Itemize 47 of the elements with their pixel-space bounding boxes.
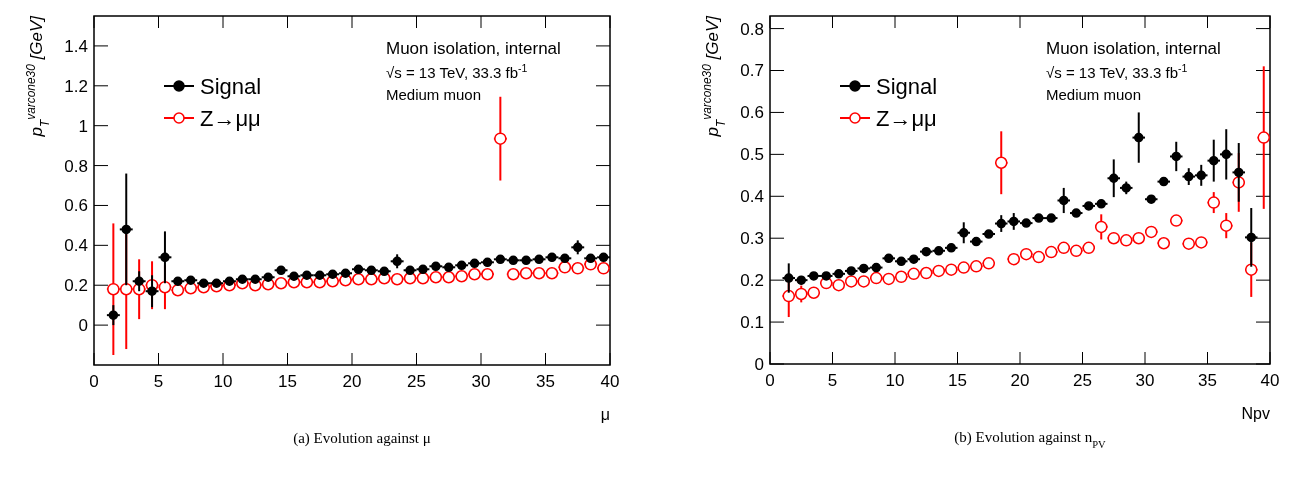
y-tick-label: 0 xyxy=(754,354,764,374)
x-tick-label: 40 xyxy=(1260,371,1280,390)
x-tick-label: 10 xyxy=(885,371,905,390)
x-tick-label: 40 xyxy=(600,372,620,391)
x-tick-label: 30 xyxy=(1135,371,1155,390)
annotation: Muon isolation, internal xyxy=(1046,39,1221,58)
x-tick-label: 10 xyxy=(213,372,233,391)
y-tick-label: 0.8 xyxy=(64,156,88,176)
legend-label: Z→μμ xyxy=(876,105,937,131)
y-tick-label: 0.4 xyxy=(740,187,764,207)
y-tick-label: 0.4 xyxy=(64,236,88,256)
x-tick-label: 15 xyxy=(948,371,967,390)
y-tick-label: 0.8 xyxy=(740,19,764,39)
y-tick-label: 0 xyxy=(78,316,88,336)
x-tick-label: 20 xyxy=(342,372,362,391)
y-tick-label: 0.3 xyxy=(740,229,764,249)
x-tick-label: 15 xyxy=(278,372,297,391)
y-tick-label: 0.6 xyxy=(64,196,88,216)
annotation: Medium muon xyxy=(386,86,482,103)
x-tick-label: 30 xyxy=(471,372,491,391)
annotation: √s = 13 TeV, 33.3 fb$^{-1}$ xyxy=(1046,62,1188,81)
x-tick-label: 25 xyxy=(407,372,426,391)
y-tick-label: 0.6 xyxy=(740,103,764,123)
legend-label: Signal xyxy=(200,73,262,99)
y-tick-label: 0.1 xyxy=(740,313,764,333)
y-tick-label: 0.2 xyxy=(740,271,764,291)
y-tick-label: 0.2 xyxy=(64,276,88,296)
legend-label: Z→μμ xyxy=(200,105,261,131)
y-tick-label: 0.5 xyxy=(740,145,764,165)
legend-label: Signal xyxy=(876,73,938,99)
y-tick-label: 1 xyxy=(78,116,88,136)
annotation: Muon isolation, internal xyxy=(386,39,561,58)
x-tick-label: 5 xyxy=(153,372,164,391)
x-tick-label: 35 xyxy=(536,372,555,391)
text: (b) Evolution against n$_{PV}$ xyxy=(954,429,1107,450)
annotation: √s = 13 TeV, 33.3 fb$^{-1}$ xyxy=(386,62,528,81)
x-axis-title: μ xyxy=(600,406,610,423)
annotation: Medium muon xyxy=(1046,86,1142,103)
x-axis-title: Npv xyxy=(1241,405,1270,422)
x-tick-label: 5 xyxy=(827,371,838,390)
y-tick-label: 1.4 xyxy=(64,36,88,56)
text: (a) Evolution against μ xyxy=(293,430,431,447)
x-tick-label: 35 xyxy=(1198,371,1217,390)
y-tick-label: 1.2 xyxy=(64,76,88,96)
x-tick-label: 20 xyxy=(1010,371,1030,390)
x-tick-label: 25 xyxy=(1073,371,1092,390)
y-tick-label: 0.7 xyxy=(740,61,764,81)
